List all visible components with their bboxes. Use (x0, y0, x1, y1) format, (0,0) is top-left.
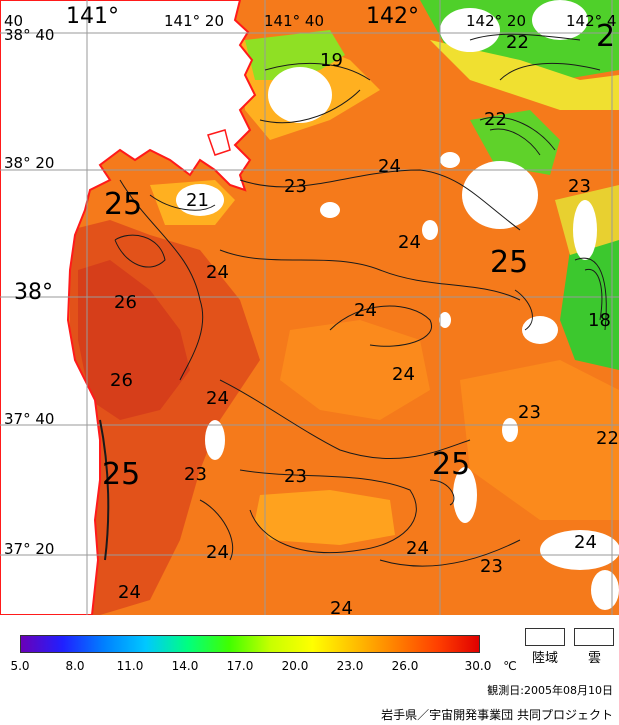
contour-label: 23 (184, 464, 207, 485)
contour-label: 25 (432, 447, 470, 482)
contour-label: 23 (518, 402, 541, 423)
colorbar-unit: ℃ (503, 659, 517, 673)
grid-label-lon: 141° 20 (164, 12, 224, 30)
cloud-legend-swatch (574, 628, 614, 646)
contour-label: 25 (102, 457, 140, 492)
contour-label: 26 (110, 370, 133, 391)
grid-label-lon: 142° (366, 4, 419, 29)
contour-label: 24 (206, 388, 229, 409)
bay-island (207, 129, 231, 156)
observation-date: 観測日:2005年08月10日 (487, 684, 613, 697)
grid-label-lat: 37° 20 (4, 540, 55, 558)
contour-label: 21 (186, 190, 209, 211)
contour-label: 24 (330, 598, 353, 615)
contour-label: 26 (114, 292, 137, 313)
grid-label-lon: 141° (66, 4, 119, 29)
contour-label: 24 (406, 538, 429, 559)
sst-map: 19 22 22 23 24 25 21 24 24 25 26 24 23 1… (0, 0, 619, 615)
contour-label: 24 (398, 232, 421, 253)
green-patch-north (245, 30, 345, 80)
green-patch-east (560, 230, 619, 370)
colorbar-tick: 8.0 (65, 659, 85, 673)
contour-labels: 19 22 22 23 24 25 21 24 24 25 26 24 23 1… (102, 19, 619, 615)
contour-label: 24 (392, 364, 415, 385)
green-patch-mid (470, 110, 560, 175)
contour-label: 22 (596, 428, 619, 449)
grid-label-lon: 142° 4 (566, 12, 617, 30)
contour-label: 19 (320, 50, 343, 71)
land-legend-swatch (525, 628, 565, 646)
grid-label-lon: 40 (4, 12, 24, 30)
colorbar-tick: 11.0 (116, 659, 144, 673)
contour-label: 23 (480, 556, 503, 577)
grid-label-lat: 38° (14, 280, 53, 305)
colorbar-tick: 23.0 (336, 659, 364, 673)
credit-text: 岩手県／宇宙開発事業団 共同プロジェクト (381, 708, 613, 722)
grid-label-lat: 38° 40 (4, 26, 55, 44)
contour-label: 25 (104, 187, 142, 222)
grid-label-lat: 38° 20 (4, 154, 55, 172)
yellow-patch-northeast (430, 40, 619, 110)
contour-label: 22 (506, 32, 529, 53)
contour-label: 2 (596, 19, 615, 54)
contour-label: 24 (574, 532, 597, 553)
colorbar-tick: 14.0 (171, 659, 199, 673)
colorbar-tick: 26.0 (391, 659, 419, 673)
grid-label-lon: 141° 40 (264, 12, 324, 30)
colorbar-tick: 5.0 (10, 659, 30, 673)
contour-label: 25 (490, 245, 528, 280)
grid-label-lat: 37° 40 (4, 410, 55, 428)
cloud-legend-label: 雲 (588, 651, 602, 666)
contour-label: 24 (118, 582, 141, 603)
land-legend-label: 陸域 (532, 651, 559, 666)
colorbar-tick: 20.0 (281, 659, 309, 673)
land-area (0, 0, 257, 615)
contour-label: 23 (284, 176, 307, 197)
hot-core (78, 260, 190, 420)
contour-label: 24 (206, 262, 229, 283)
contour-label: 22 (484, 109, 507, 130)
contour-label: 23 (284, 466, 307, 487)
cool-patch-south (255, 490, 395, 545)
temperature-colorbar (20, 635, 480, 653)
contour-label: 18 (588, 310, 611, 331)
contour-label: 24 (378, 156, 401, 177)
grid-label-lon: 142° 20 (466, 12, 526, 30)
contour-label: 24 (354, 300, 377, 321)
lat-lon-grid (0, 0, 619, 615)
cool-patch-center (280, 320, 430, 420)
contour-label: 23 (568, 176, 591, 197)
cool-patch-east (460, 360, 619, 520)
contour-label: 24 (206, 542, 229, 563)
colorbar-tick: 30.0 (464, 659, 492, 673)
colorbar-tick: 17.0 (226, 659, 254, 673)
isotherm-contours (99, 33, 607, 567)
